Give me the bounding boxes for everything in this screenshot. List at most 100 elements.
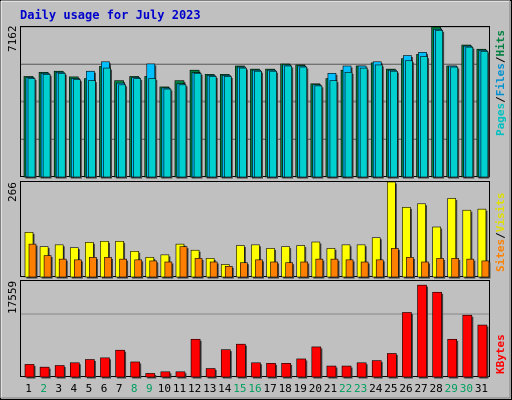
pages-bar-27 — [420, 56, 430, 179]
kbytes-bar-8 — [130, 361, 142, 379]
pages-bar-2 — [42, 74, 52, 179]
day-label-19: 19 — [294, 382, 307, 395]
sites-bar-19 — [300, 261, 310, 279]
pages-bar-31 — [480, 51, 490, 179]
kbytes-bar-3 — [54, 365, 66, 379]
kbytes-bar-29 — [447, 338, 459, 379]
day-label-12: 12 — [188, 382, 201, 395]
sites-bar-29 — [451, 258, 461, 279]
sites-bar-10 — [164, 261, 174, 279]
legend-visits: Visits — [494, 193, 507, 233]
day-label-6: 6 — [101, 382, 108, 395]
pages-bar-25 — [390, 70, 399, 179]
kbytes-bar-23 — [356, 362, 368, 379]
pages-bar-3 — [57, 73, 67, 179]
day-label-7: 7 — [116, 382, 123, 395]
kbytes-bar-28 — [432, 291, 444, 379]
pages-bar-1 — [27, 78, 37, 179]
sites-bar-6 — [104, 257, 113, 279]
kbytes-max-label: 17559 — [6, 281, 19, 314]
pages-bar-30 — [465, 46, 475, 179]
day-label-1: 1 — [25, 382, 32, 395]
sites-bar-17 — [270, 261, 280, 279]
kbytes-bar-5 — [85, 359, 96, 379]
pages-bar-21 — [329, 80, 339, 179]
kbytes-bar-15 — [236, 343, 247, 379]
kbytes-bar-26 — [402, 312, 413, 379]
day-label-20: 20 — [309, 382, 322, 395]
day-label-29: 29 — [445, 382, 458, 395]
sites-bar-15 — [240, 262, 249, 279]
sites-bar-9 — [149, 260, 159, 279]
visits-max-label: 266 — [6, 182, 19, 202]
pages-bar-19 — [299, 66, 309, 179]
day-label-28: 28 — [430, 382, 443, 395]
day-label-4: 4 — [71, 382, 78, 395]
sites-bar-5 — [89, 257, 98, 279]
pages-bar-26 — [405, 60, 414, 179]
sites-bar-21 — [330, 258, 340, 279]
day-label-9: 9 — [146, 382, 153, 395]
kbytes-bar-30 — [462, 314, 474, 379]
day-label-27: 27 — [414, 382, 427, 395]
sites-bar-3 — [58, 258, 68, 279]
kbytes-bar-21 — [326, 365, 338, 379]
pages-bar-13 — [208, 76, 218, 179]
kbytes-bar-6 — [100, 357, 111, 379]
sites-bar-24 — [375, 259, 385, 279]
kbytes-bar-27 — [417, 284, 429, 379]
pages-bar-20 — [314, 85, 324, 179]
kbytes-bar-13 — [205, 368, 217, 379]
kbytes-bar-25 — [387, 353, 398, 379]
pages-bar-17 — [269, 70, 279, 179]
day-label-8: 8 — [131, 382, 138, 395]
kbytes-bar-19 — [296, 358, 308, 379]
pages-bar-9 — [148, 78, 158, 179]
pages-bar-10 — [163, 88, 173, 179]
sites-bar-2 — [43, 255, 53, 279]
day-label-2: 2 — [40, 382, 47, 395]
sites-bar-4 — [73, 259, 83, 279]
kbytes-bar-16 — [251, 362, 262, 379]
sites-bar-16 — [255, 259, 264, 279]
pages-bar-6 — [103, 67, 112, 179]
day-label-21: 21 — [324, 382, 337, 395]
kbytes-bar-31 — [477, 324, 489, 379]
kbytes-bar-24 — [371, 360, 383, 379]
kbytes-bar-20 — [311, 346, 323, 379]
day-label-30: 30 — [460, 382, 473, 395]
kbytes-bar-10 — [160, 371, 172, 379]
legend-hits: Hits — [494, 30, 507, 57]
legend-files: Files — [494, 63, 507, 96]
day-label-3: 3 — [55, 382, 62, 395]
pages-bar-7 — [118, 84, 128, 179]
day-label-22: 22 — [339, 382, 352, 395]
pages-bar-29 — [450, 66, 460, 179]
sites-bar-31 — [481, 260, 491, 279]
sites-bar-26 — [406, 257, 415, 279]
day-label-5: 5 — [86, 382, 93, 395]
sites-bar-28 — [436, 258, 446, 279]
pages-bar-11 — [178, 84, 188, 179]
hits-max-label: 7162 — [6, 26, 19, 53]
kbytes-bar-12 — [190, 338, 202, 379]
kbytes-bar-14 — [220, 349, 232, 379]
pages-bar-15 — [239, 67, 248, 179]
sites-bar-22 — [345, 259, 355, 279]
legend-sep-3: / — [494, 232, 507, 239]
kbytes-bar-2 — [39, 366, 51, 379]
day-label-23: 23 — [354, 382, 367, 395]
kbytes-bar-9 — [145, 373, 157, 379]
pages-bar-24 — [374, 64, 384, 179]
day-label-24: 24 — [369, 382, 383, 395]
legend-hits-group: Pages/Files/Hits — [494, 30, 507, 136]
day-label-11: 11 — [173, 382, 186, 395]
legend-sites: Sites — [494, 239, 507, 272]
day-label-16: 16 — [248, 382, 261, 395]
sites-bar-25 — [391, 248, 400, 279]
pages-bar-16 — [254, 70, 263, 179]
sites-bar-30 — [466, 258, 476, 279]
kbytes-bar-4 — [69, 362, 81, 379]
sites-bar-11 — [179, 246, 189, 279]
pages-bar-18 — [284, 65, 294, 179]
